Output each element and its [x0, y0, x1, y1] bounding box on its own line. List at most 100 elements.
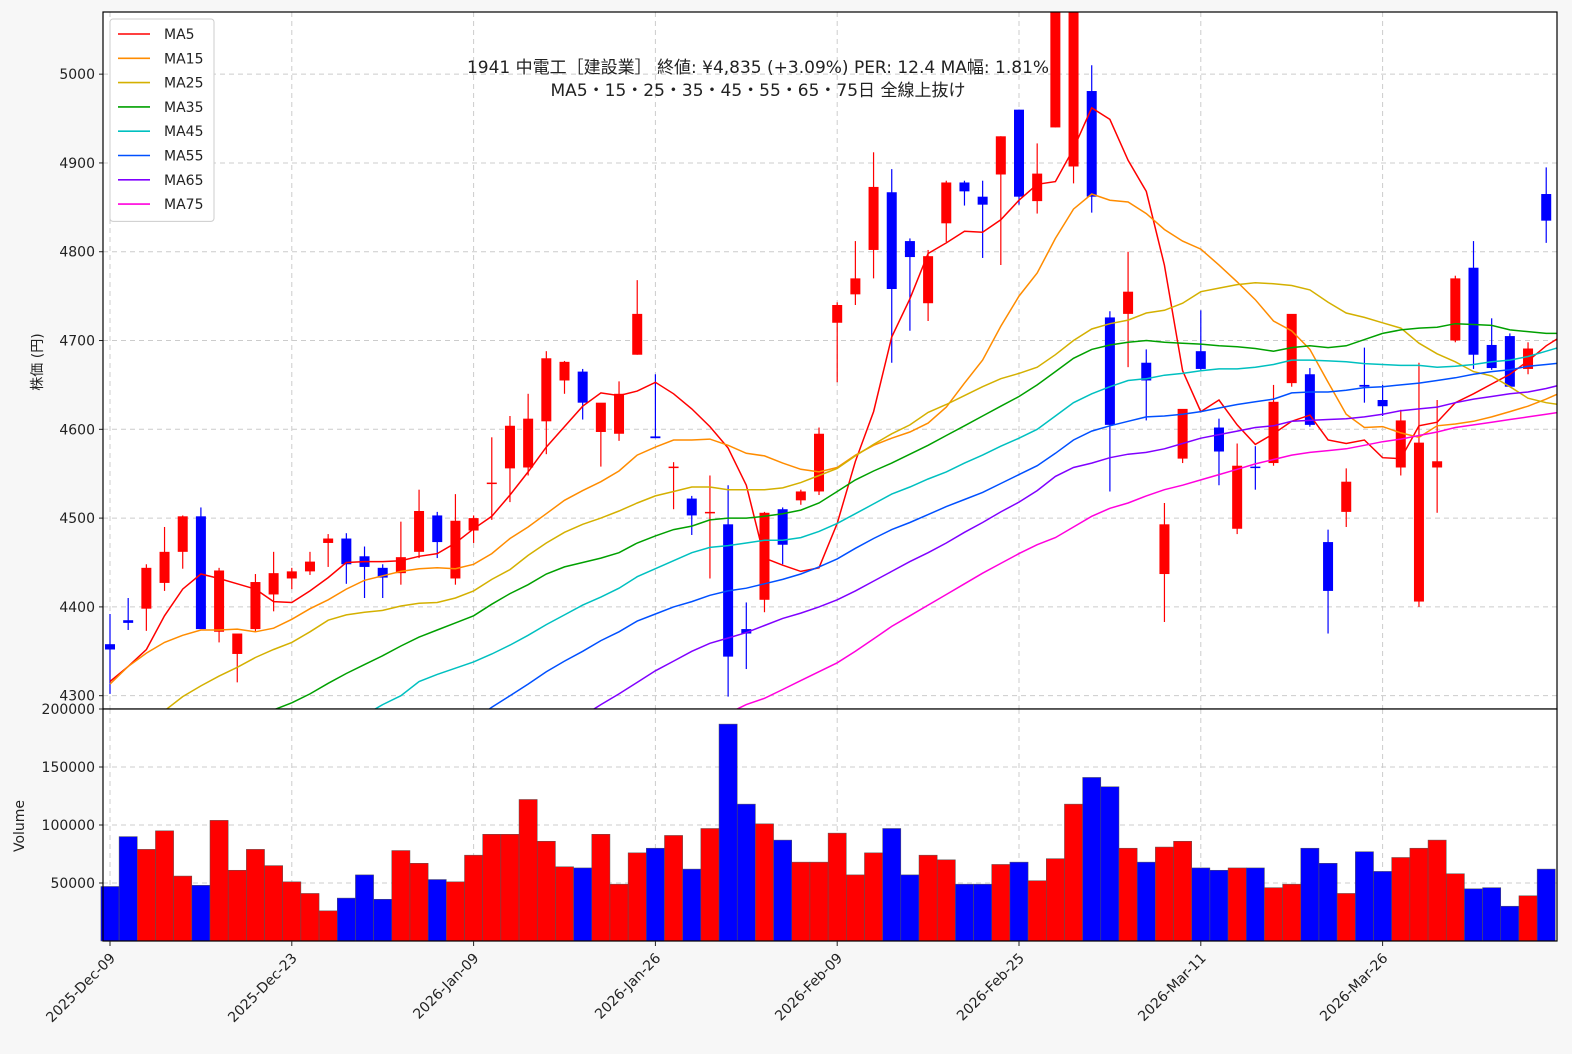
candle-body — [541, 358, 552, 422]
volume-bar — [246, 849, 265, 942]
candle-body — [450, 520, 461, 579]
volume-bar — [318, 910, 338, 942]
price-y-tick-label: 5000 — [59, 67, 95, 83]
legend-label: MA25 — [164, 76, 203, 92]
candle-body — [850, 278, 861, 295]
volume-bar — [1027, 880, 1047, 942]
candle-body — [195, 516, 206, 630]
volume-bar — [664, 835, 683, 942]
volume-bar — [627, 852, 647, 942]
volume-bar — [918, 854, 938, 942]
volume-bar — [536, 840, 556, 942]
candle-body — [614, 393, 625, 434]
ma-line-ma55 — [488, 362, 1557, 709]
volume-bar — [573, 867, 593, 942]
candle-body — [995, 136, 1006, 175]
volume-bar — [1336, 893, 1356, 942]
candle-body — [1504, 336, 1515, 387]
volume-bar — [991, 864, 1011, 942]
candle-body — [868, 186, 879, 250]
candle-body — [632, 313, 643, 355]
volume-bar — [264, 865, 283, 942]
volume-bar — [973, 883, 992, 942]
candle-body — [1377, 400, 1388, 407]
volume-bar — [809, 861, 829, 942]
price-y-tick-label: 4400 — [59, 600, 95, 616]
volume-bar — [718, 723, 738, 942]
candle-body — [1123, 291, 1134, 314]
candle-body — [795, 491, 806, 501]
candle-body — [1486, 344, 1497, 369]
volume-bar — [500, 834, 520, 942]
volume-bar — [1064, 803, 1083, 942]
candle-body — [377, 567, 388, 578]
volume-bar — [282, 881, 302, 942]
candle-body — [341, 538, 352, 565]
volume-bar — [955, 883, 974, 942]
volume-bar — [209, 820, 229, 942]
ma-line-ma65 — [592, 385, 1557, 709]
ma-line-ma75 — [735, 411, 1557, 709]
volume-y-tick-label: 50000 — [50, 876, 95, 892]
volume-y-tick-label: 150000 — [42, 760, 95, 776]
ma-line-ma45 — [373, 347, 1557, 709]
legend-label: MA65 — [164, 173, 203, 189]
price-y-tick-label: 4500 — [59, 511, 95, 527]
legend-box — [109, 18, 215, 222]
candle-body — [1468, 267, 1479, 355]
candle-body — [814, 433, 825, 492]
candle-body — [1213, 427, 1224, 452]
candle-body — [395, 557, 406, 574]
candle-body — [1323, 542, 1334, 591]
volume-bar — [1173, 840, 1192, 942]
candle-body — [1359, 384, 1370, 387]
candle-body — [1341, 481, 1352, 512]
candle-body — [904, 241, 915, 258]
candle-body — [1141, 362, 1152, 381]
volume-bar — [1118, 847, 1138, 942]
volume-bar — [1536, 868, 1556, 942]
volume-y-tick-label: 100000 — [42, 818, 95, 834]
candle-body — [1050, 12, 1061, 128]
volume-bar — [591, 834, 611, 942]
volume-bar — [1318, 863, 1338, 942]
candle-body — [886, 192, 897, 290]
legend: MA5 MA15 MA25 MA35 MA45 MA55 MA65 MA75 — [109, 18, 215, 222]
candle-body — [268, 573, 279, 595]
volume-bar — [155, 830, 174, 942]
volume-bar — [773, 839, 793, 942]
candle-body — [977, 196, 988, 205]
volume-bar — [882, 828, 902, 942]
volume-bar — [682, 868, 702, 942]
candle-body — [1541, 194, 1552, 221]
candle-body — [141, 567, 152, 609]
candle-body — [250, 582, 261, 630]
candle-body — [486, 482, 497, 485]
volume-bar — [1136, 861, 1156, 942]
legend-label: MA15 — [164, 51, 203, 67]
candle-body — [1286, 313, 1297, 384]
volume-bar — [337, 897, 356, 942]
candle-body — [1268, 401, 1279, 464]
candle-body — [232, 633, 243, 654]
candle-body — [559, 361, 570, 381]
volume-bar — [791, 861, 811, 942]
candle-body — [941, 182, 952, 224]
candle-body — [704, 511, 715, 514]
candle-body — [432, 515, 443, 543]
candles-group — [105, 12, 1557, 709]
volume-bar — [736, 803, 756, 942]
candle-body — [304, 561, 315, 572]
candle-body — [1177, 408, 1188, 459]
volume-bar — [446, 881, 465, 942]
volume-bar — [1300, 847, 1320, 942]
candle-body — [1523, 348, 1534, 369]
candle-body — [123, 620, 134, 623]
volume-bar — [1046, 858, 1065, 942]
volume-y-axis-label: Volume — [12, 800, 28, 852]
volume-bar — [373, 898, 393, 942]
volume-bar — [464, 854, 483, 942]
candle-body — [323, 538, 334, 543]
legend-label: MA75 — [164, 197, 203, 213]
legend-label: MA5 — [164, 27, 195, 43]
